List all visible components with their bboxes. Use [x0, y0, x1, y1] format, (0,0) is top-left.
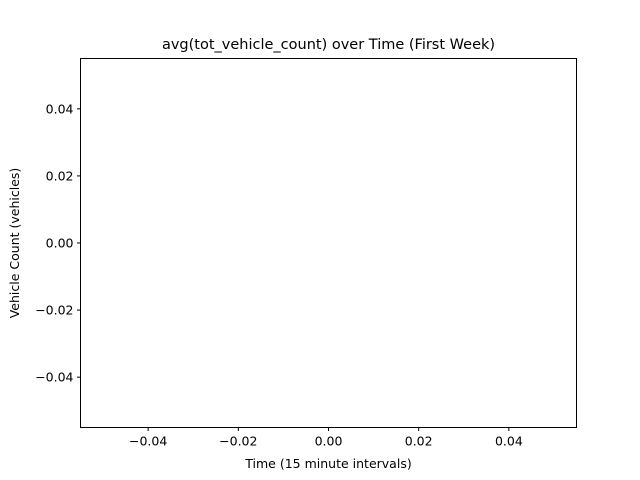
- y-tick-label: 0.00: [46, 236, 74, 251]
- x-tick-label: 0.04: [495, 434, 523, 449]
- x-tick-label: −0.04: [129, 434, 167, 449]
- plot-area-frame: [80, 58, 577, 428]
- y-tick-label: 0.02: [46, 168, 74, 183]
- y-axis-ticks: −0.04 −0.02 0.00 0.02 0.04: [35, 101, 81, 385]
- y-tick-label: −0.04: [35, 370, 73, 385]
- y-tick-label: 0.04: [46, 101, 74, 116]
- chart-title: avg(tot_vehicle_count) over Time (First …: [162, 37, 495, 53]
- x-tick-label: 0.02: [405, 434, 433, 449]
- x-tick-label: 0.00: [315, 434, 343, 449]
- y-tick-label: −0.02: [35, 303, 73, 318]
- x-axis-label: Time (15 minute intervals): [244, 456, 411, 471]
- x-tick-label: −0.02: [219, 434, 257, 449]
- x-axis-ticks: −0.04 −0.02 0.00 0.02 0.04: [129, 427, 523, 449]
- y-axis-label: Vehicle Count (vehicles): [7, 168, 22, 319]
